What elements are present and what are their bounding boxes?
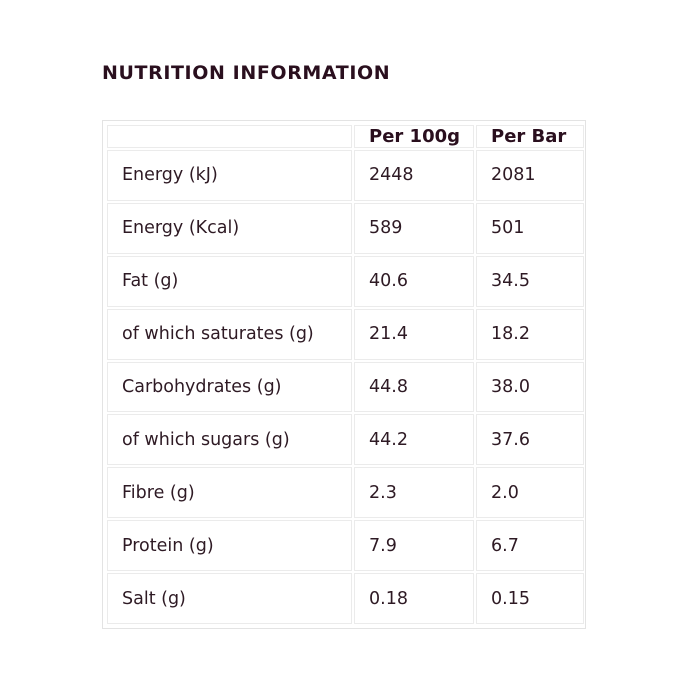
nutrient-label: Protein (g): [107, 520, 352, 571]
value-per-bar: 2.0: [476, 467, 584, 519]
value-per-bar: 501: [476, 202, 584, 254]
header-per-100g: Per 100g: [354, 125, 474, 148]
value-per-bar: 34.5: [476, 255, 584, 307]
table-header-row: Per 100g Per Bar: [107, 125, 584, 148]
value-per-bar: 37.6: [476, 414, 584, 466]
page-title: NUTRITION INFORMATION: [102, 62, 391, 84]
value-per-bar: 6.7: [476, 520, 584, 571]
table-row: of which saturates (g) 21.4 18.2: [107, 308, 584, 360]
value-per-100g: 40.6: [354, 255, 474, 307]
value-per-100g: 7.9: [354, 520, 474, 571]
value-per-100g: 21.4: [354, 308, 474, 360]
nutrition-table: Per 100g Per Bar Energy (kJ) 2448 2081 E…: [105, 123, 586, 626]
value-per-100g: 44.8: [354, 361, 474, 413]
table-row: Energy (Kcal) 589 501: [107, 202, 584, 254]
value-per-bar: 18.2: [476, 308, 584, 360]
value-per-bar: 38.0: [476, 361, 584, 413]
table-row: of which sugars (g) 44.2 37.6: [107, 414, 584, 466]
header-nutrient: [107, 125, 352, 148]
value-per-100g: 0.18: [354, 573, 474, 624]
table-row: Salt (g) 0.18 0.15: [107, 573, 584, 624]
nutrient-label: Energy (kJ): [107, 150, 352, 201]
table-row: Protein (g) 7.9 6.7: [107, 520, 584, 571]
value-per-bar: 0.15: [476, 573, 584, 624]
nutrient-label: of which sugars (g): [107, 414, 352, 466]
value-per-100g: 2.3: [354, 467, 474, 519]
nutrient-label: Carbohydrates (g): [107, 361, 352, 413]
value-per-100g: 44.2: [354, 414, 474, 466]
table-row: Energy (kJ) 2448 2081: [107, 150, 584, 201]
table-row: Carbohydrates (g) 44.8 38.0: [107, 361, 584, 413]
value-per-100g: 2448: [354, 150, 474, 201]
header-per-bar: Per Bar: [476, 125, 584, 148]
nutrition-table-container: Per 100g Per Bar Energy (kJ) 2448 2081 E…: [102, 120, 586, 629]
table-row: Fat (g) 40.6 34.5: [107, 255, 584, 307]
nutrient-label: Energy (Kcal): [107, 202, 352, 254]
nutrient-label: Fat (g): [107, 255, 352, 307]
nutrient-label: of which saturates (g): [107, 308, 352, 360]
nutrient-label: Fibre (g): [107, 467, 352, 519]
value-per-100g: 589: [354, 202, 474, 254]
table-row: Fibre (g) 2.3 2.0: [107, 467, 584, 519]
value-per-bar: 2081: [476, 150, 584, 201]
nutrient-label: Salt (g): [107, 573, 352, 624]
